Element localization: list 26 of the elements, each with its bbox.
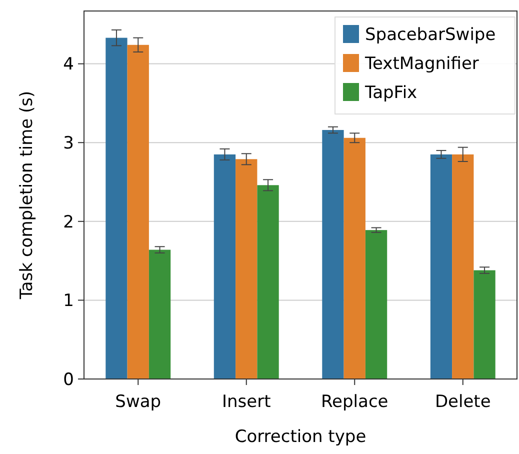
y-tick-label: 2 [63,212,74,232]
legend-label: TextMagnifier [364,54,479,74]
legend-label: TapFix [364,82,418,103]
bar [214,154,236,379]
bar [322,130,344,379]
bar [365,230,388,379]
x-axis-title: Correction type [234,427,366,447]
x-tick-label: Swap [115,392,162,412]
x-tick-label: Delete [434,392,491,412]
bar [127,44,149,379]
bar [106,38,128,379]
y-tick-label: 3 [63,134,74,154]
bar [148,250,171,379]
bar [236,159,258,379]
x-tick-label: Replace [321,392,388,412]
y-axis-title: Task completion time (s) [17,90,37,300]
bar [257,185,279,379]
bar [474,270,496,379]
x-tick-label: Insert [222,392,272,412]
y-tick-label: 1 [63,291,74,312]
bar [430,154,452,379]
y-tick-label: 4 [63,54,74,75]
legend-label: SpacebarSwipe [365,24,496,45]
bar [452,154,474,379]
y-tick-label: 0 [63,370,74,390]
bar [344,138,366,379]
